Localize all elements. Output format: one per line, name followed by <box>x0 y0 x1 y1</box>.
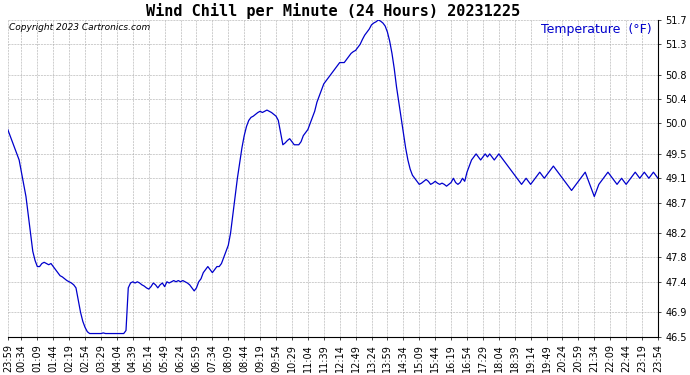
Title: Wind Chill per Minute (24 Hours) 20231225: Wind Chill per Minute (24 Hours) 2023122… <box>146 3 520 19</box>
Text: Temperature  (°F): Temperature (°F) <box>541 23 651 36</box>
Text: Copyright 2023 Cartronics.com: Copyright 2023 Cartronics.com <box>9 23 150 32</box>
